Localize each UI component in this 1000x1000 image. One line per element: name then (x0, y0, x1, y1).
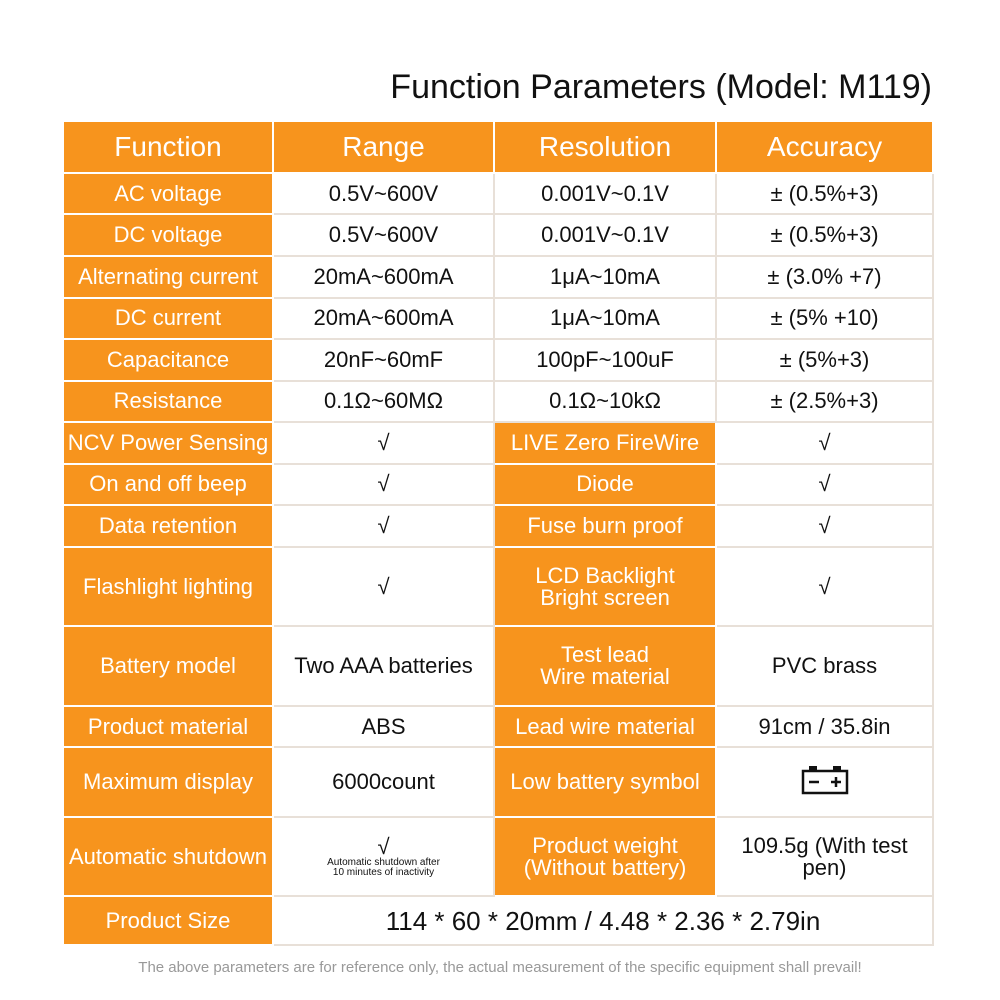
battery-icon (801, 766, 848, 795)
table-cell: √ (272, 421, 495, 465)
table-cell: √ (715, 504, 934, 548)
table-cell: 114 * 60 * 20mm / 4.48 * 2.36 * 2.79in (272, 895, 934, 946)
cell-line: LCD Backlight (535, 562, 675, 588)
cell-line: Product weight (532, 832, 678, 858)
table-cell: NCV Power Sensing (62, 421, 274, 465)
table-row: Product material ABS Lead wire material 91c… (62, 704, 934, 749)
table-row: DC current 20mA~600mA 1μA~10mA ± (5% +10) (62, 296, 934, 341)
table-cell: ± (3.0% +7) (715, 254, 934, 299)
table-cell: 20nF~60mF (272, 338, 495, 382)
table-cell: √ (715, 421, 934, 465)
table-cell: 1μA~10mA (493, 296, 717, 341)
table-row: Maximum display 6000count Low battery symb… (62, 746, 934, 818)
table-cell: ± (5%+3) (715, 338, 934, 382)
header-cell: Range (272, 120, 495, 174)
table-cell: ± (0.5%+3) (715, 171, 934, 216)
check-mark: √ (377, 833, 390, 859)
cell-line: Wire material (540, 664, 670, 690)
table-row: Automatic shutdown √ Automatic shutdown af… (62, 815, 934, 898)
table-cell: ± (0.5%+3) (715, 213, 934, 257)
table-cell: PVC brass (715, 625, 934, 707)
table-row: Resistance 0.1Ω~60MΩ 0.1Ω~10kΩ ± (2.5%+3) (62, 379, 934, 424)
table-row: Data retention √ Fuse burn proof √ (62, 504, 934, 548)
table-cell: Product Size (62, 895, 274, 946)
table-cell: ± (2.5%+3) (715, 379, 934, 424)
table-cell: 6000count (272, 746, 495, 818)
table-cell: Automatic shutdown (62, 815, 274, 898)
cell-note: 10 minutes of inactivity (332, 866, 435, 878)
table-cell: LCD Backlight Bright screen (493, 545, 717, 628)
table-cell: Fuse burn proof (493, 504, 717, 548)
table-cell: LIVE Zero FireWire (493, 421, 717, 465)
table-cell: Two AAA batteries (272, 625, 495, 707)
table-cell: Test lead Wire material (493, 625, 717, 707)
table-cell: Product material (62, 704, 274, 749)
cell-note: Automatic shutdown after (327, 856, 440, 868)
table-cell: 100pF~100uF (493, 338, 717, 382)
table-cell: 0.001V~0.1V (493, 171, 717, 216)
table-cell: √ (272, 504, 495, 548)
header-row: Function Range Resolution Accuracy (62, 120, 934, 174)
cell-line: (Without battery) (523, 854, 687, 880)
table-cell: 20mA~600mA (272, 254, 495, 299)
table-cell: AC voltage (62, 171, 274, 216)
table-cell: Flashlight lighting (62, 545, 274, 628)
table-cell: √ (715, 462, 934, 507)
table-row: Alternating current 20mA~600mA 1μA~10mA ± (… (62, 254, 934, 299)
table-row: Capacitance 20nF~60mF 100pF~100uF ± (5%+3) (62, 338, 934, 382)
table-cell: Capacitance (62, 338, 274, 382)
header-cell: Resolution (493, 120, 717, 174)
title: Function Parameters (Model: M119) (390, 68, 932, 106)
table-cell: 109.5g (With test pen) (715, 815, 934, 898)
table-cell: Product weight (Without battery) (493, 815, 717, 898)
header-cell: Function (62, 120, 274, 174)
table-cell: √ Automatic shutdown after 10 minutes of i… (272, 815, 495, 898)
table-cell: ± (5% +10) (715, 296, 934, 341)
table-cell: ABS (272, 704, 495, 749)
icon-cell (715, 746, 934, 818)
table-cell: 0.5V~600V (272, 213, 495, 257)
table-cell: 0.001V~0.1V (493, 213, 717, 257)
table-cell: 0.1Ω~10kΩ (493, 379, 717, 424)
table-cell: Alternating current (62, 254, 274, 299)
table-cell: Data retention (62, 504, 274, 548)
table-cell: Diode (493, 462, 717, 507)
table-row: DC voltage 0.5V~600V 0.001V~0.1V ± (0.5%+3) (62, 213, 934, 257)
footer-note: The above parameters are for reference o… (138, 959, 862, 976)
table-cell: Resistance (62, 379, 274, 424)
table-cell: √ (272, 545, 495, 628)
table-cell: √ (272, 462, 495, 507)
table-cell: Maximum display (62, 746, 274, 818)
cell-line: Bright screen (540, 584, 670, 610)
table-cell: Low battery symbol (493, 746, 717, 818)
table-row: On and off beep √ Diode √ (62, 462, 934, 507)
table-cell: DC voltage (62, 213, 274, 257)
table-cell: 0.5V~600V (272, 171, 495, 216)
table-cell: 0.1Ω~60MΩ (272, 379, 495, 424)
spec-table: Function Range Resolution Accuracy AC voltag… (62, 120, 934, 946)
table-row: Product Size 114 * 60 * 20mm / 4.48 * 2.3… (62, 895, 934, 946)
cell-line: Test lead (560, 642, 650, 668)
table-row: AC voltage 0.5V~600V 0.001V~0.1V ± (0.5%+3) (62, 171, 934, 216)
table-cell: On and off beep (62, 462, 274, 507)
table-cell: DC current (62, 296, 274, 341)
table-cell: √ (715, 545, 934, 628)
header-cell: Accuracy (715, 120, 934, 174)
table-row: Battery model Two AAA batteries Test lead W… (62, 625, 934, 707)
table-row: NCV Power Sensing √ LIVE Zero FireWire √ (62, 421, 934, 465)
table-cell: Battery model (62, 625, 274, 707)
table-row: Flashlight lighting √ LCD Backlight Bright … (62, 545, 934, 628)
table-cell: Lead wire material (493, 704, 717, 749)
table-cell: 1μA~10mA (493, 254, 717, 299)
table-cell: 20mA~600mA (272, 296, 495, 341)
table-cell: 91cm / 35.8in (715, 704, 934, 749)
